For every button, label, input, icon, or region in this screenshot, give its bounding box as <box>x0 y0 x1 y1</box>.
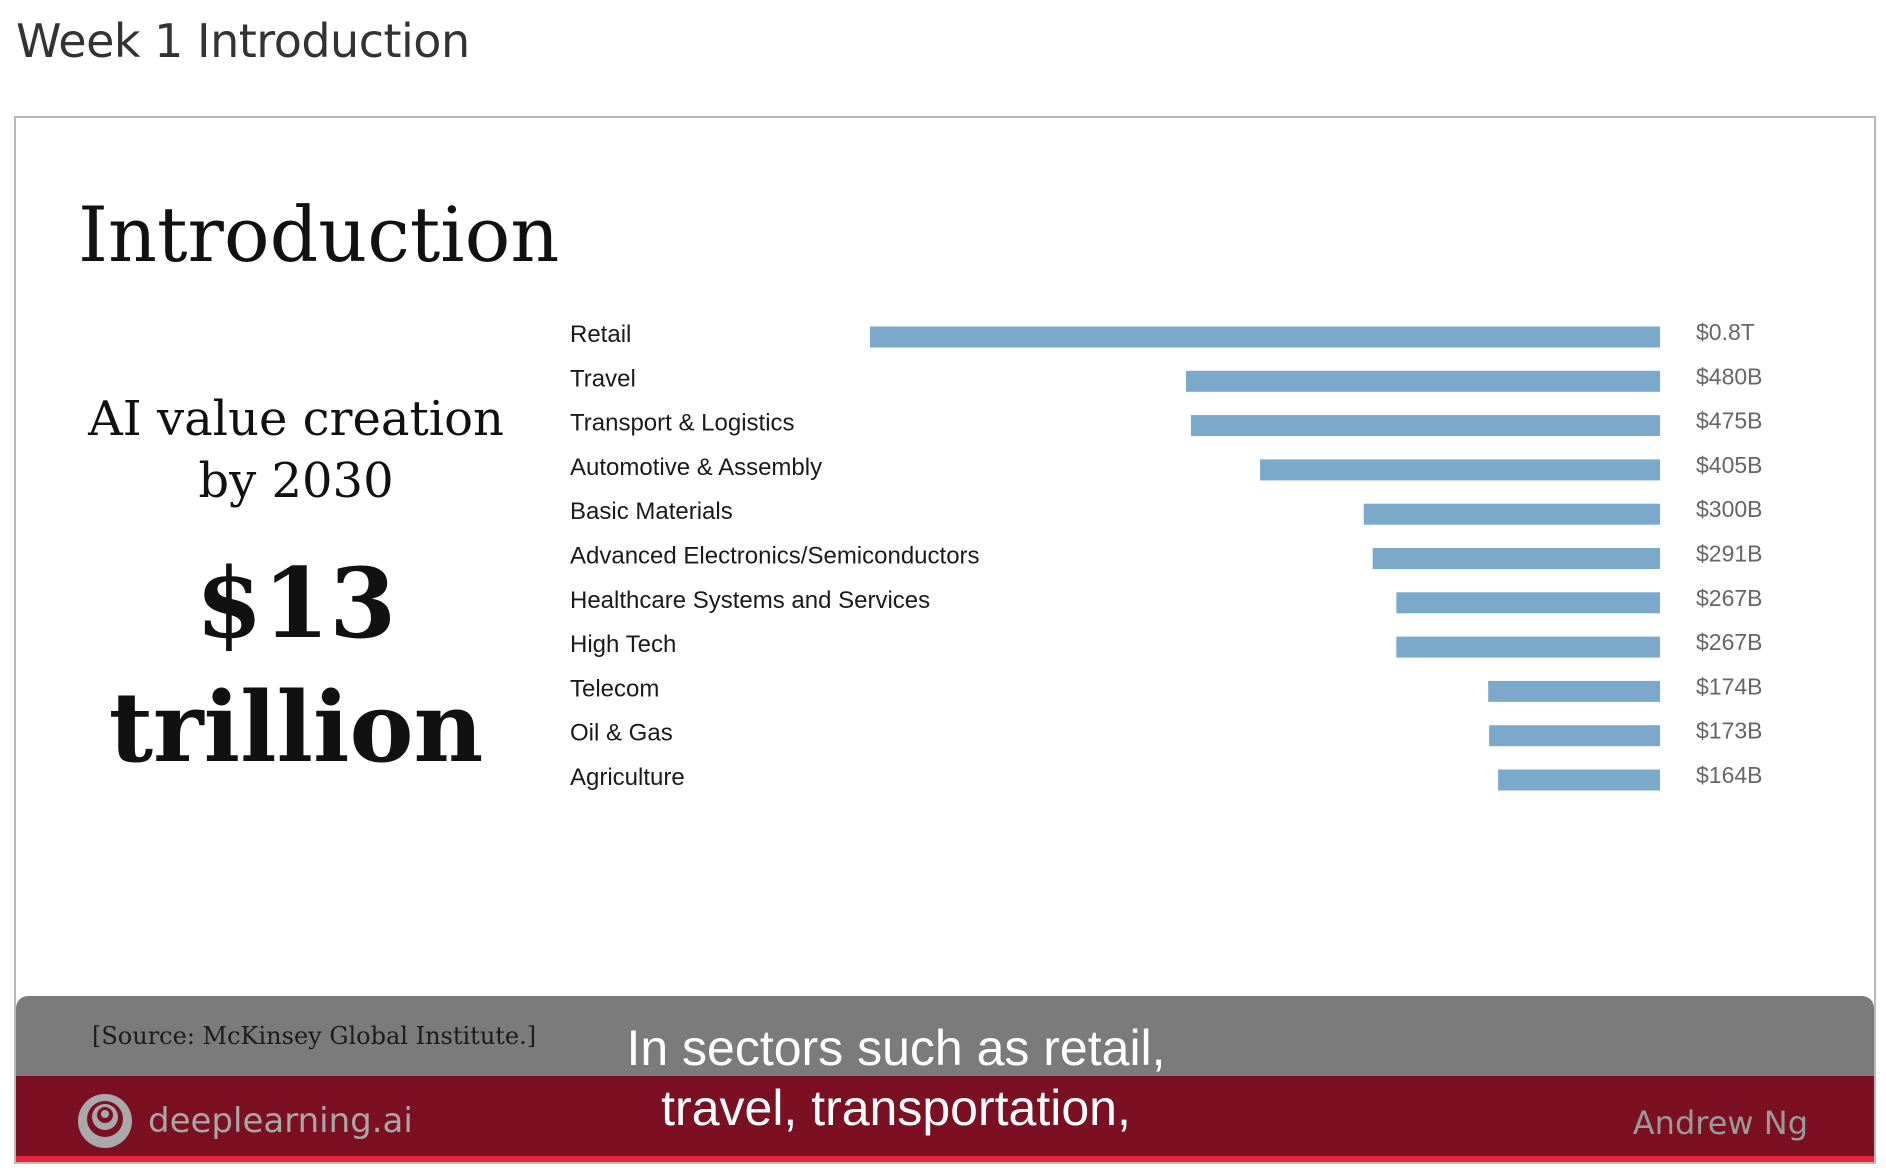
bar-value-label: $480B <box>1696 363 1763 389</box>
bar-category-label: Telecom <box>570 675 659 702</box>
bar-category-label: Transport & Logistics <box>570 410 795 437</box>
bar <box>1190 415 1660 437</box>
value-line-2: by 2030 <box>198 453 394 509</box>
author-name: Andrew Ng <box>1632 1104 1808 1142</box>
bar-category-label: Basic Materials <box>570 498 733 525</box>
branding-band <box>16 1076 1874 1156</box>
bar-value-label: $164B <box>1696 762 1763 788</box>
value-creation-block: AI value creation by 2030 $13 trillion <box>76 388 516 790</box>
bar <box>1372 548 1660 569</box>
progress-edge <box>16 1156 1874 1162</box>
slide-footer: [Source: McKinsey Global Institute.] dee… <box>16 996 1874 1162</box>
logo-text: deeplearning.ai <box>148 1101 413 1141</box>
slide-title: Introduction <box>78 190 560 279</box>
video-player[interactable]: Introduction AI value creation by 2030 $… <box>14 116 1876 1164</box>
caption-line-2: travel, transportation, <box>661 1080 1131 1136</box>
bar-value-label: $174B <box>1696 673 1763 699</box>
bar <box>1489 725 1660 747</box>
bar <box>1488 680 1660 702</box>
bar-category-label: High Tech <box>570 631 676 658</box>
bar-category-label: Advanced Electronics/Semiconductors <box>570 543 980 570</box>
bar-category-label: Healthcare Systems and Services <box>570 587 930 614</box>
bar-value-label: $267B <box>1696 629 1763 655</box>
page-title: Week 1 Introduction <box>16 14 470 68</box>
bar <box>870 326 1660 348</box>
deeplearning-logo: deeplearning.ai <box>76 1092 413 1150</box>
bar-value-label: $405B <box>1696 452 1763 478</box>
bar-value-label: $300B <box>1696 496 1763 522</box>
bar <box>1363 503 1660 525</box>
caption-line-1: In sectors such as retail, <box>626 1020 1166 1076</box>
source-citation: [Source: McKinsey Global Institute.] <box>92 1022 537 1050</box>
sector-value-chart: Retail $0.8T Travel $480B Transport & Logist… <box>570 319 1763 791</box>
value-unit: trillion <box>108 671 484 784</box>
bar-value-label: $0.8T <box>1696 319 1755 345</box>
deeplearning-logo-icon <box>78 1094 132 1148</box>
caption-band <box>16 996 1874 1076</box>
bar <box>1396 592 1660 614</box>
subtitle-caption: In sectors such as retail, travel, trans… <box>456 1018 1336 1138</box>
bar <box>1186 370 1660 392</box>
bar-category-label: Travel <box>570 365 636 392</box>
bar <box>1396 636 1660 658</box>
value-amount: $13 <box>195 547 397 660</box>
bar-value-label: $267B <box>1696 585 1763 611</box>
bar <box>1260 459 1660 481</box>
bar-value-label: $173B <box>1696 718 1763 744</box>
bar-category-label: Oil & Gas <box>570 720 673 747</box>
value-line-1: AI value creation <box>88 391 504 447</box>
bar-value-label: $475B <box>1696 408 1763 434</box>
bar-category-label: Automotive & Assembly <box>570 454 822 481</box>
bar-category-label: Retail <box>570 321 631 348</box>
bar-category-label: Agriculture <box>570 764 685 791</box>
bar-value-label: $291B <box>1696 541 1763 567</box>
bar <box>1498 769 1660 791</box>
